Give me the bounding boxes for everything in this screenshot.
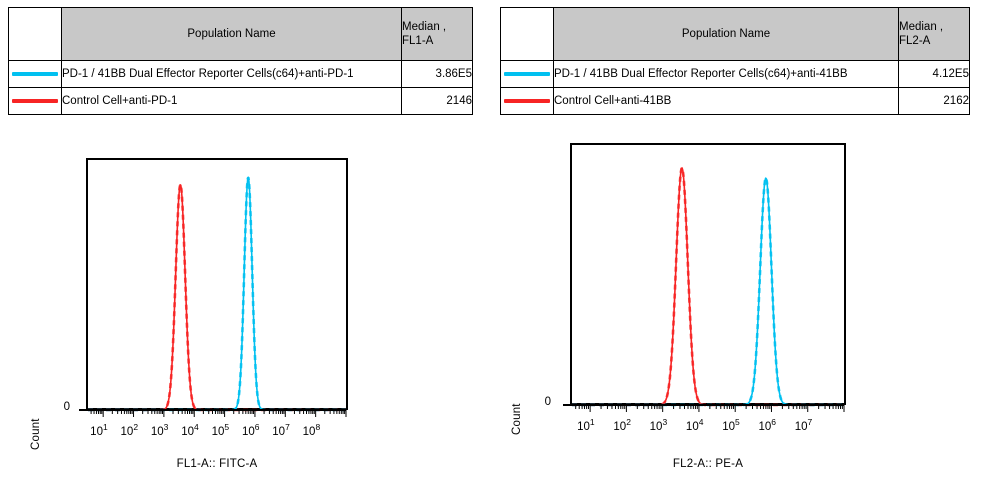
x-axis-tick-label: 106 bbox=[758, 417, 776, 433]
legend-header-population-name: Population Name bbox=[553, 7, 899, 61]
table-row: Control Cell+anti-41BB 2162 bbox=[500, 87, 970, 115]
legend-header-median-line1: Median , bbox=[402, 21, 447, 33]
legend-table-fl2: Population Name Median , FL2-A PD-1 / 41… bbox=[500, 7, 970, 115]
legend-swatch-cell-sample bbox=[8, 60, 62, 88]
legend-median-value-control: 2162 bbox=[898, 87, 970, 115]
x-axis-tick-label: 101 bbox=[577, 417, 595, 433]
legend-median-value-control: 2146 bbox=[401, 87, 473, 115]
legend-table-fl1: Population Name Median , FL1-A PD-1 / 41… bbox=[8, 7, 473, 115]
legend-population-name-sample: PD-1 / 41BB Dual Effector Reporter Cells… bbox=[553, 60, 899, 88]
y-axis-tick-zero-right: 0 bbox=[544, 396, 551, 408]
legend-header-median: Median , FL1-A bbox=[401, 7, 473, 61]
plot-frame-right bbox=[570, 143, 846, 405]
legend-header-swatch-blank bbox=[8, 7, 62, 61]
x-axis-tick-label: 108 bbox=[302, 422, 321, 438]
x-axis-tick-label: 107 bbox=[794, 417, 813, 433]
x-axis-label-right: FL2-A:: PE-A bbox=[672, 458, 744, 470]
x-axis-label-left: FL1-A:: FITC-A bbox=[176, 458, 258, 470]
legend-header-row: Population Name Median , FL1-A bbox=[8, 7, 473, 61]
x-axis-tick-label: 105 bbox=[722, 417, 740, 433]
legend-header-median: Median , FL2-A bbox=[898, 7, 970, 61]
legend-color-swatch-cyan bbox=[12, 72, 58, 76]
legend-header-population-name: Population Name bbox=[61, 7, 402, 61]
panel-fl2-pe: Population Name Median , FL2-A PD-1 / 41… bbox=[494, 0, 988, 484]
legend-header-row: Population Name Median , FL2-A bbox=[500, 7, 970, 61]
legend-header-swatch-blank bbox=[500, 7, 554, 61]
x-axis-tick-label: 106 bbox=[241, 422, 260, 438]
x-axis-tick-label: 103 bbox=[150, 422, 169, 438]
legend-color-swatch-red bbox=[504, 99, 550, 103]
x-axis-tick-label: 104 bbox=[685, 417, 704, 433]
y-axis-tick-zero-left: 0 bbox=[63, 401, 70, 413]
legend-swatch-cell-control bbox=[500, 87, 554, 115]
x-axis-tick-label: 105 bbox=[211, 422, 230, 438]
table-row: PD-1 / 41BB Dual Effector Reporter Cells… bbox=[500, 60, 970, 88]
plot-frame-left bbox=[86, 158, 348, 410]
table-row: Control Cell+anti-PD-1 2146 bbox=[8, 87, 473, 115]
legend-swatch-cell-sample bbox=[500, 60, 554, 88]
legend-header-median-line1: Median , bbox=[899, 21, 944, 33]
x-axis-tick-label: 101 bbox=[90, 422, 108, 438]
panel-fl1-fitc: Population Name Median , FL1-A PD-1 / 41… bbox=[0, 7, 494, 484]
x-axis-tick-label: 102 bbox=[613, 417, 631, 433]
legend-median-value-sample: 3.86E5 bbox=[401, 60, 473, 88]
x-axis-tick-label: 107 bbox=[272, 422, 290, 438]
legend-header-median-line2: FL2-A bbox=[899, 35, 931, 47]
histogram-curves-right bbox=[563, 165, 845, 412]
legend-color-swatch-cyan bbox=[504, 72, 550, 76]
legend-population-name-control: Control Cell+anti-41BB bbox=[553, 87, 899, 115]
x-axis-tick-label: 102 bbox=[120, 422, 139, 438]
legend-median-value-sample: 4.12E5 bbox=[898, 60, 970, 88]
legend-color-swatch-red bbox=[12, 99, 58, 103]
x-axis-tick-label: 104 bbox=[181, 422, 199, 438]
histogram-plot-fl2: Count 0 FL2-A:: PE-A 101 102 103 104 105 106 1… bbox=[494, 135, 988, 484]
x-axis-tick-label: 103 bbox=[649, 417, 668, 433]
histogram-curves-left bbox=[79, 176, 347, 417]
legend-population-name-sample: PD-1 / 41BB Dual Effector Reporter Cells… bbox=[61, 60, 402, 88]
table-row: PD-1 / 41BB Dual Effector Reporter Cells… bbox=[8, 60, 473, 88]
legend-population-name-control: Control Cell+anti-PD-1 bbox=[61, 87, 402, 115]
legend-header-median-line2: FL1-A bbox=[402, 35, 434, 47]
legend-swatch-cell-control bbox=[8, 87, 62, 115]
histogram-plot-fl1: Count 0 FL1-A:: FITC-A 101 102 103 104 105 10… bbox=[0, 150, 494, 484]
